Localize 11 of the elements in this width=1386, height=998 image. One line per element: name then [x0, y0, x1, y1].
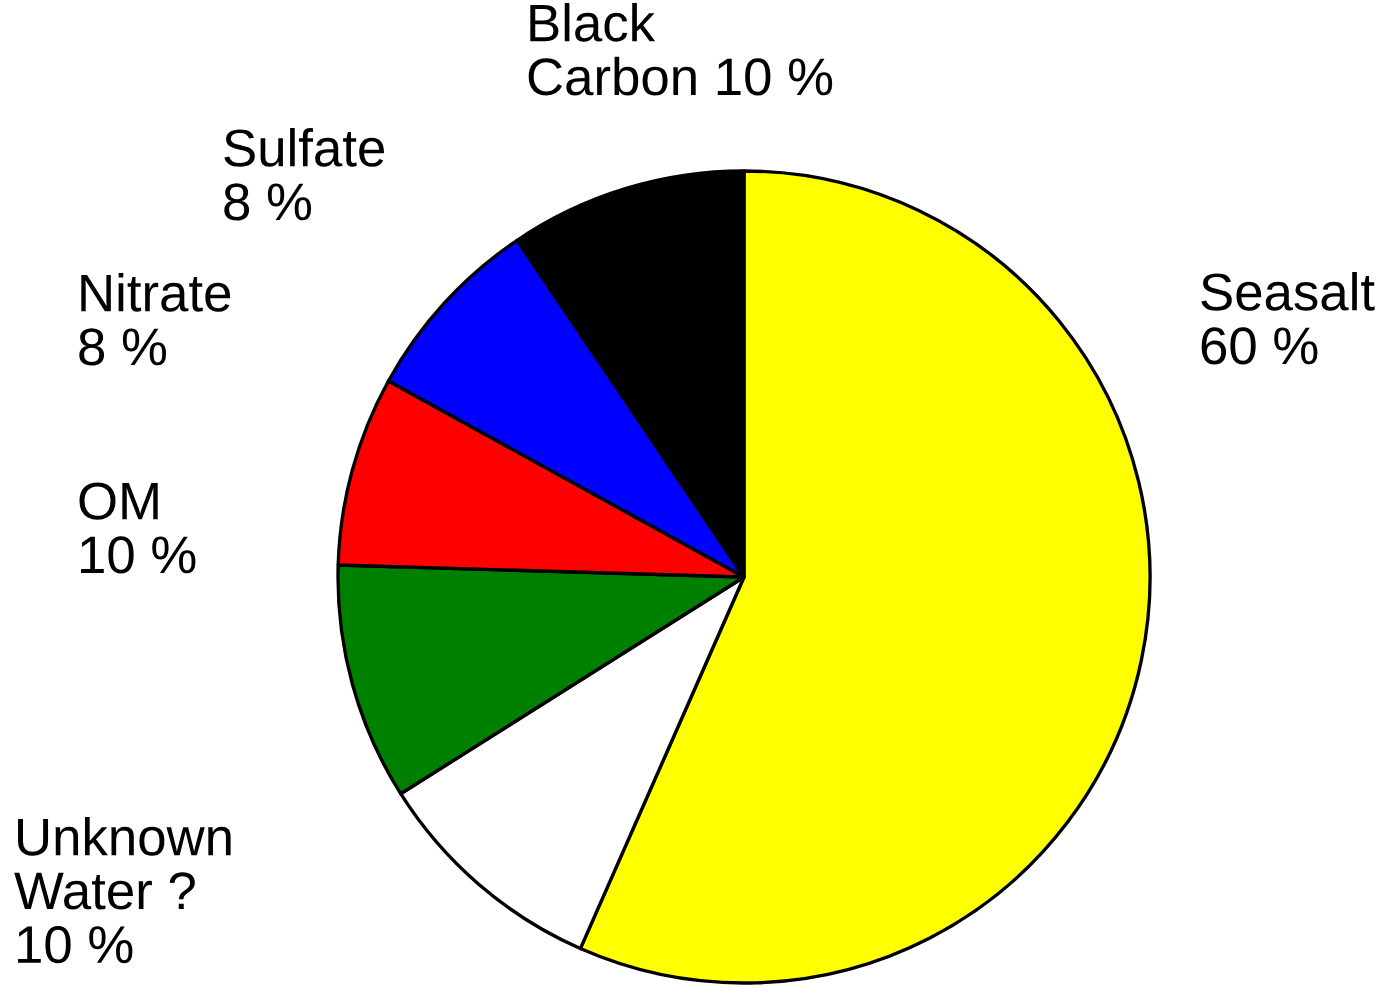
slice-label: Sulfate: [224, 128, 384, 167]
data-label: 60 %: [1201, 327, 1318, 365]
slice-label: Nitrate: [81, 273, 231, 312]
slice-label: Unknown Water ?: [14, 817, 231, 910]
slice-label: Seasalt: [1201, 272, 1375, 311]
slice-label: OM: [79, 482, 158, 520]
slice-label: Black Carbon 10 %: [528, 3, 833, 96]
data-label: 10 %: [18, 925, 133, 964]
data-label: 10 %: [81, 536, 196, 574]
data-label: 8 %: [224, 183, 312, 221]
data-label: 8 %: [79, 328, 167, 366]
